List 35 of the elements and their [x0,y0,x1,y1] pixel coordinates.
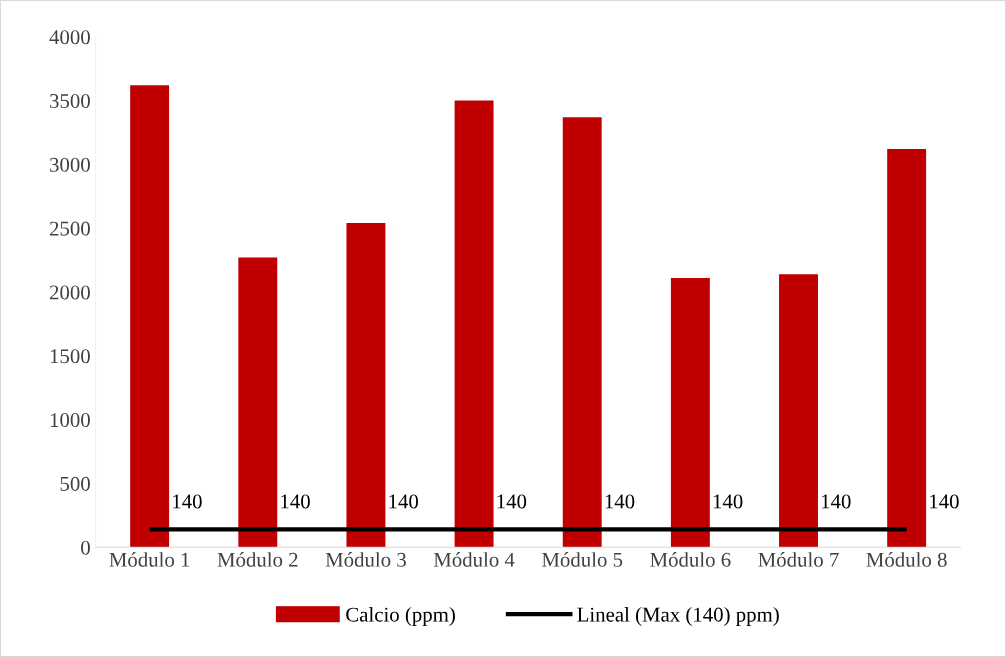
x-tick-label: Módulo 3 [325,552,406,567]
data-label: 140 [605,494,635,509]
y-tick-label: 4000 [49,30,90,45]
bar [238,257,278,548]
x-tick-label: Módulo 5 [542,552,623,567]
bar [670,278,710,548]
bar [887,149,927,548]
x-tick-label: Módulo 8 [866,552,947,567]
y-tick-label: 3500 [50,93,90,109]
y-tick-label: 2000 [49,285,90,300]
data-label: 140 [713,494,743,509]
y-tick-label: 2500 [49,221,90,236]
data-label: 140 [389,494,419,509]
x-tick-label: Módulo 2 [217,552,298,567]
bar [562,117,602,548]
bar [130,85,170,548]
y-tick-label: 3000 [50,157,90,172]
data-label: 140 [281,494,310,509]
bar [454,100,494,548]
x-tick-label: Módulo 1 [109,552,190,567]
y-tick-label: 500 [60,476,90,491]
data-label: 140 [821,494,851,509]
data-label: 140 [930,494,959,509]
data-label: 140 [173,494,202,509]
data-label: 140 [497,494,527,509]
x-tick-label: Módulo 4 [433,552,515,567]
y-tick-label: 1500 [50,349,90,364]
x-tick-label: Módulo 6 [650,552,731,567]
bar [779,274,818,548]
x-tick-label: Módulo 7 [758,552,839,567]
bar [346,223,386,548]
y-tick-label: 1000 [50,413,90,428]
y-tick-label: 0 [81,540,90,555]
legend-label: Lineal (Max (140) ppm) [577,607,779,626]
legend-label: Calcio (ppm) [346,607,455,626]
